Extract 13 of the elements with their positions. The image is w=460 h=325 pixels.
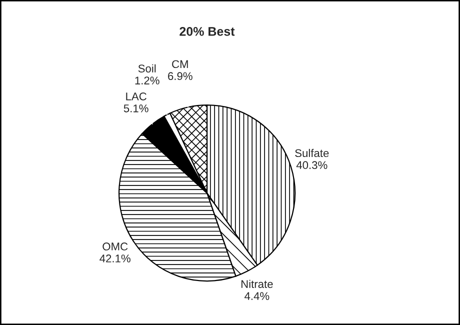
slice-label: Sulfate	[295, 148, 329, 158]
data-label: 40.3%	[296, 161, 328, 170]
data-label: 6.9%	[168, 72, 192, 80]
data-label: 4.4%	[244, 292, 270, 300]
slice-label: OMC	[102, 242, 128, 250]
data-label: 1.2%	[135, 76, 160, 84]
slice-label: CM	[172, 60, 188, 68]
slice-label: LAC	[126, 92, 146, 100]
data-label: 5.1%	[124, 104, 148, 112]
slice-label: Soil	[138, 64, 156, 72]
slice-label: Nitrate	[241, 280, 273, 288]
data-label: 42.1%	[100, 254, 130, 262]
chart-title: 20% Best	[180, 27, 235, 36]
